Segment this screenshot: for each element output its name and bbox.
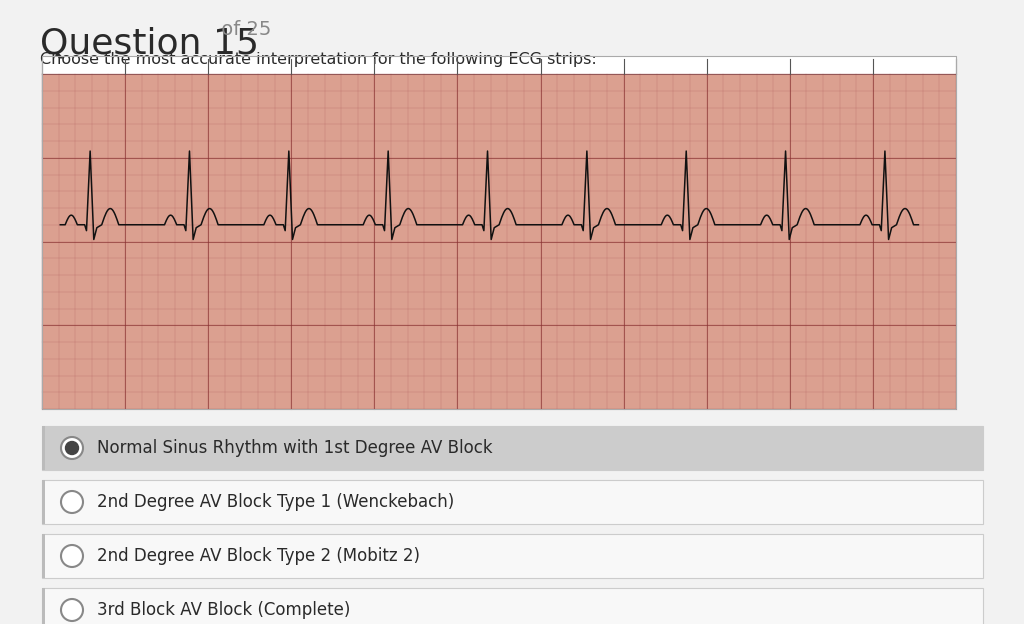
Text: Choose the most accurate interpretation for the following ECG strips:: Choose the most accurate interpretation … [40,52,597,67]
Text: 3rd Block AV Block (Complete): 3rd Block AV Block (Complete) [97,601,350,619]
Bar [42,588,45,624]
Circle shape [61,545,83,567]
Bar [42,480,45,524]
Bar [42,426,983,470]
Circle shape [61,491,83,513]
Text: 2nd Degree AV Block Type 2 (Mobitz 2): 2nd Degree AV Block Type 2 (Mobitz 2) [97,547,420,565]
Bar [42,588,983,624]
Text: 2nd Degree AV Block Type 1 (Wenckebach): 2nd Degree AV Block Type 1 (Wenckebach) [97,493,455,511]
Circle shape [66,442,79,454]
Circle shape [61,437,83,459]
Bar [42,74,956,409]
Circle shape [61,599,83,621]
Text: of 25: of 25 [215,20,271,39]
Bar [42,480,983,524]
Bar [42,56,956,74]
Bar [42,56,956,409]
Bar [42,534,45,578]
Bar [42,534,983,578]
Text: Question 15: Question 15 [40,26,259,60]
Text: Normal Sinus Rhythm with 1st Degree AV Block: Normal Sinus Rhythm with 1st Degree AV B… [97,439,493,457]
Bar [42,426,45,470]
